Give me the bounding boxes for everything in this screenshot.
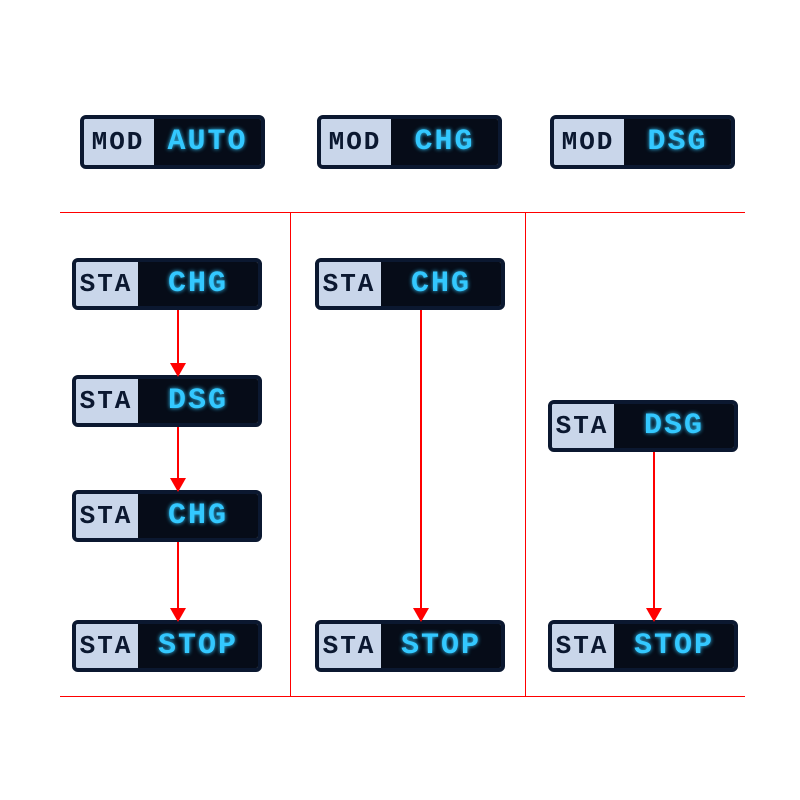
sta-c-stop-right-label: STOP [381,624,501,668]
sta-a-chg2-right-label: CHG [138,494,258,538]
sta-a-dsg-left-label: STA [76,379,138,423]
diagram-stage: MODAUTOMODCHGMODDSGSTACHGSTADSGSTACHGSTA… [0,0,800,800]
mod-dsg: MODDSG [550,115,735,169]
rule-top [60,212,745,213]
mod-dsg-left-label: MOD [554,119,624,165]
rule-bottom [60,696,745,697]
sta-a-chg: STACHG [72,258,262,310]
mod-chg: MODCHG [317,115,502,169]
rule-v2 [525,212,526,696]
sta-a-dsg-right-label: DSG [138,379,258,423]
sta-d-stop-left-label: STA [552,624,614,668]
sta-a-dsg: STADSG [72,375,262,427]
sta-a-chg2-left-label: STA [76,494,138,538]
sta-c-stop: STASTOP [315,620,505,672]
mod-auto-right-label: AUTO [154,119,261,165]
sta-a-chg-right-label: CHG [138,262,258,306]
mod-chg-right-label: CHG [391,119,498,165]
sta-a-stop: STASTOP [72,620,262,672]
sta-a-stop-right-label: STOP [138,624,258,668]
sta-c-chg-right-label: CHG [381,262,501,306]
sta-d-dsg-left-label: STA [552,404,614,448]
mod-auto-left-label: MOD [84,119,154,165]
sta-d-stop: STASTOP [548,620,738,672]
sta-c-chg: STACHG [315,258,505,310]
rule-v1 [290,212,291,696]
sta-c-stop-left-label: STA [319,624,381,668]
mod-auto: MODAUTO [80,115,265,169]
sta-d-stop-right-label: STOP [614,624,734,668]
sta-a-stop-left-label: STA [76,624,138,668]
sta-d-dsg-right-label: DSG [614,404,734,448]
sta-a-chg2: STACHG [72,490,262,542]
mod-dsg-right-label: DSG [624,119,731,165]
sta-d-dsg: STADSG [548,400,738,452]
mod-chg-left-label: MOD [321,119,391,165]
sta-c-chg-left-label: STA [319,262,381,306]
sta-a-chg-left-label: STA [76,262,138,306]
